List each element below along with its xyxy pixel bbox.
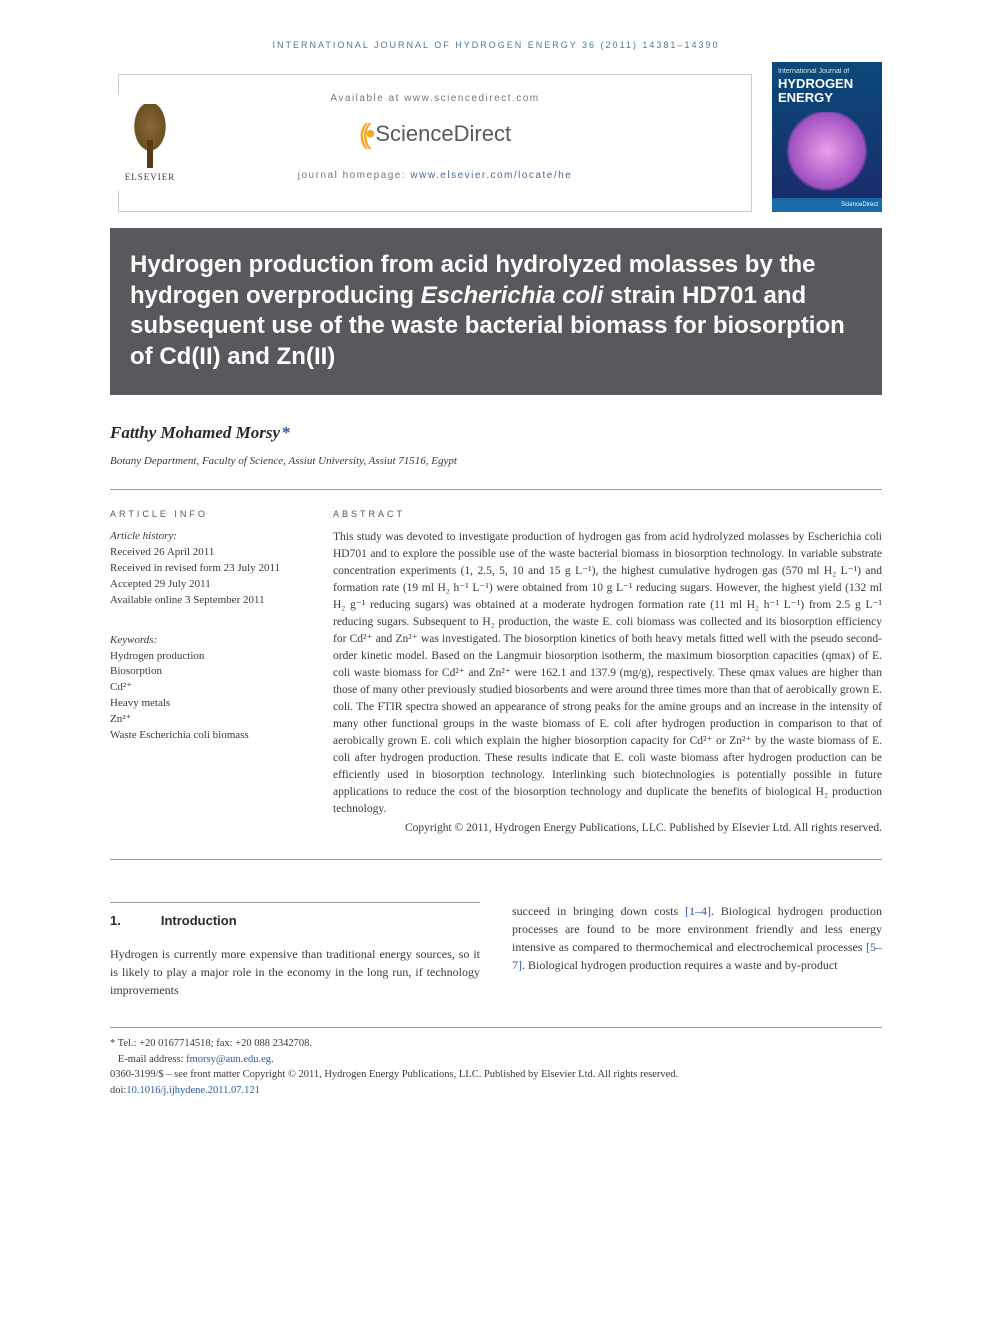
cover-image <box>778 112 876 198</box>
section-number: 1. <box>110 913 121 928</box>
section-title: Introduction <box>161 913 237 928</box>
doi-link[interactable]: 10.1016/j.ijhydene.2011.07.121 <box>126 1085 259 1096</box>
article-title: Hydrogen production from acid hydrolyzed… <box>130 250 862 373</box>
elsevier-tree-icon <box>123 104 177 168</box>
cover-title: HYDROGEN ENERGY <box>778 77 876 106</box>
keyword: Heavy metals <box>110 696 305 712</box>
date-online: Available online 3 September 2011 <box>110 593 305 609</box>
swoosh-icon: ((• <box>359 118 369 150</box>
page-footer: * Tel.: +20 0167714518; fax: +20 088 234… <box>110 1027 882 1099</box>
keyword: Zn²⁺ <box>110 712 305 728</box>
body-columns: 1. Introduction Hydrogen is currently mor… <box>110 902 882 999</box>
cover-subtitle: International Journal of <box>778 68 876 75</box>
provider-box: ELSEVIER Available at www.sciencedirect.… <box>118 74 752 212</box>
abstract-column: ABSTRACT This study was devoted to inves… <box>333 508 882 838</box>
keyword: Biosorption <box>110 664 305 680</box>
elsevier-label: ELSEVIER <box>125 172 176 182</box>
abstract-text: This study was devoted to investigate pr… <box>333 529 882 818</box>
email-line: E-mail address: fmorsy@aun.edu.eg. <box>110 1052 882 1068</box>
email-link[interactable]: fmorsy@aun.edu.eg <box>186 1054 271 1065</box>
intro-text-2a: succeed in bringing down costs <box>512 904 685 918</box>
section-heading: 1. Introduction <box>110 902 480 931</box>
author-affiliation: Botany Department, Faculty of Science, A… <box>110 455 882 467</box>
corresponding-star: * <box>282 423 291 442</box>
article-info-heading: ARTICLE INFO <box>110 508 305 521</box>
keywords-label: Keywords: <box>110 633 305 649</box>
provider-name: ScienceDirect <box>375 121 511 147</box>
abstract-heading: ABSTRACT <box>333 508 882 521</box>
date-accepted: Accepted 29 July 2011 <box>110 577 305 593</box>
keyword: Cd²⁺ <box>110 680 305 696</box>
abstract-copyright: Copyright © 2011, Hydrogen Energy Public… <box>333 820 882 837</box>
journal-home-link[interactable]: www.elsevier.com/locate/he <box>410 170 572 181</box>
meta-abstract-row: ARTICLE INFO Article history: Received 2… <box>110 508 882 861</box>
keyword: Waste Escherichia coli biomass <box>110 728 305 744</box>
sciencedirect-logo[interactable]: ((• ScienceDirect <box>119 118 751 150</box>
article-header: INTERNATIONAL JOURNAL OF HYDROGEN ENERGY… <box>0 0 992 212</box>
corresponding-contact: * Tel.: +20 0167714518; fax: +20 088 234… <box>110 1036 882 1052</box>
body-col-right: succeed in bringing down costs [1–4] . Bi… <box>512 902 882 999</box>
elsevier-logo[interactable]: ELSEVIER <box>111 95 189 191</box>
intro-text-1: Hydrogen is currently more expensive tha… <box>110 945 480 999</box>
journal-homepage: journal homepage: www.elsevier.com/locat… <box>119 170 751 181</box>
available-at: Available at www.sciencedirect.com <box>119 93 751 104</box>
keyword: Hydrogen production <box>110 649 305 665</box>
article-info-column: ARTICLE INFO Article history: Received 2… <box>110 508 305 838</box>
doi-line: doi:10.1016/j.ijhydene.2011.07.121 <box>110 1083 882 1099</box>
article-title-block: Hydrogen production from acid hydrolyzed… <box>110 228 882 395</box>
copyright-line: 0360-3199/$ – see front matter Copyright… <box>110 1067 882 1083</box>
body-col-left: 1. Introduction Hydrogen is currently mor… <box>110 902 480 999</box>
journal-reference: INTERNATIONAL JOURNAL OF HYDROGEN ENERGY… <box>110 40 882 50</box>
cover-footer: ScienceDirect <box>772 198 882 212</box>
journal-cover[interactable]: International Journal of HYDROGEN ENERGY… <box>772 62 882 212</box>
date-received: Received 26 April 2011 <box>110 545 305 561</box>
author-name: Fatthy Mohamed Morsy* <box>110 423 882 443</box>
date-revised: Received in revised form 23 July 2011 <box>110 561 305 577</box>
author-block: Fatthy Mohamed Morsy* Botany Department,… <box>110 423 882 490</box>
intro-text-2c: . Biological hydrogen production require… <box>522 958 838 972</box>
citation-link[interactable]: [1–4] <box>685 904 711 918</box>
history-label: Article history: <box>110 529 305 545</box>
